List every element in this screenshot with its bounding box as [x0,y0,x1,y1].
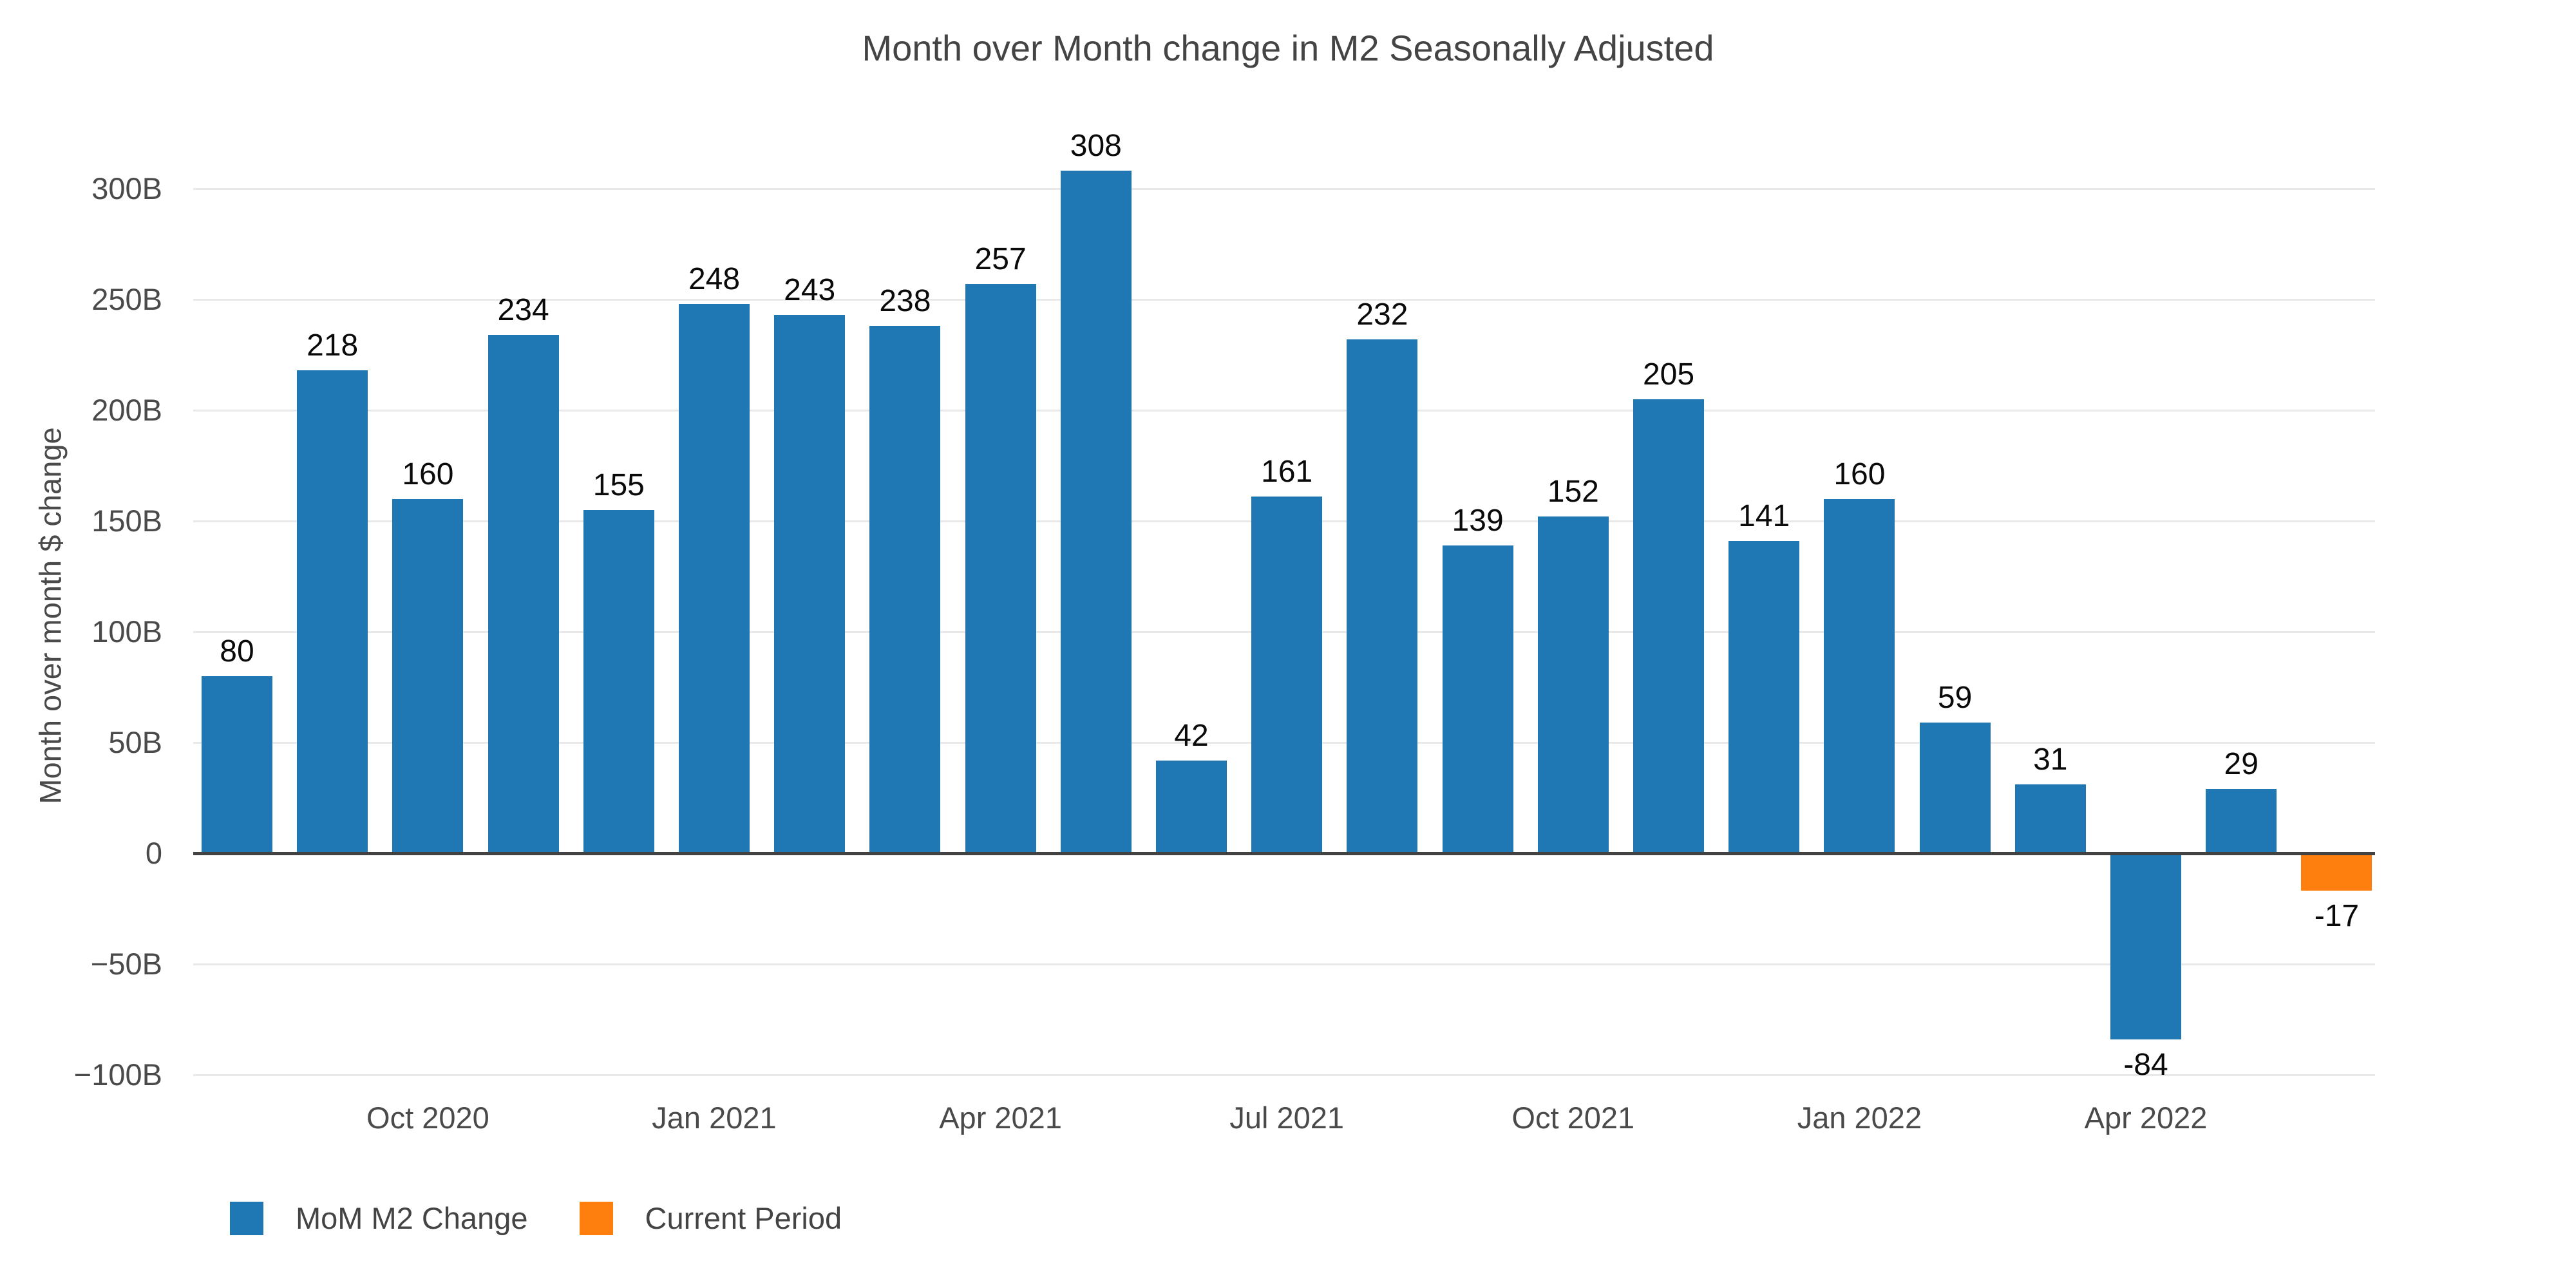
y-tick-label: 0 [145,836,162,870]
x-axis-zero-line [193,852,2375,855]
bar[interactable] [1156,760,1227,853]
y-tick-label: −50B [90,947,162,981]
bar[interactable] [869,326,941,853]
bar[interactable] [1633,399,1704,853]
bar[interactable] [1919,723,1991,853]
bar[interactable] [2110,853,2181,1039]
bar[interactable] [679,303,750,853]
y-tick-label: 200B [91,393,162,427]
bar[interactable] [488,335,559,853]
legend-swatch-current-period [579,1201,613,1235]
legend-swatch-mom-m2-change [230,1201,263,1235]
bar[interactable] [2301,853,2372,891]
bar[interactable] [1442,545,1513,853]
gridline [193,299,2375,301]
gridline [193,963,2375,965]
bar-value-label: 234 [497,293,549,328]
bar[interactable] [965,283,1036,853]
y-tick-label: 250B [91,282,162,316]
bar[interactable] [583,509,654,853]
bar[interactable] [2206,789,2277,853]
bar-value-label: 141 [1738,498,1790,533]
bar-value-label: 205 [1642,357,1695,392]
bar[interactable] [202,676,272,853]
y-tick-label: 150B [91,504,162,538]
gridline [193,1074,2375,1076]
x-tick-label: Oct 2020 [366,1101,489,1135]
legend-item-current-period[interactable]: Current Period [579,1200,842,1236]
x-tick-label: Oct 2021 [1511,1101,1635,1135]
chart-title: Month over Month change in M2 Seasonally… [862,28,1714,68]
bar-value-label: 42 [1174,718,1209,753]
bar-value-label: 243 [784,273,836,308]
bar[interactable] [1251,497,1323,853]
bar-value-label: 139 [1452,503,1504,538]
bar-value-label: 155 [592,468,645,502]
bar[interactable] [392,498,464,853]
bar[interactable] [1060,171,1132,853]
bar[interactable] [1728,540,1800,853]
x-tick-label: Jan 2022 [1797,1101,1922,1135]
bar-value-label: 31 [2033,743,2068,777]
bar[interactable] [1537,516,1609,853]
bar[interactable] [297,370,368,853]
x-tick-label: Apr 2022 [2084,1101,2208,1135]
x-tick-label: Jul 2021 [1229,1101,1345,1135]
bar-value-label: 160 [1833,457,1886,491]
bar-value-label: 238 [879,284,931,319]
x-tick-label: Apr 2021 [939,1101,1062,1135]
legend-label: Current Period [645,1201,842,1235]
y-tick-label: 50B [108,725,162,759]
bar[interactable] [1824,498,1895,853]
bar-value-label: 232 [1356,297,1408,332]
bar-value-label: 29 [2224,747,2259,782]
bar-value-label: -84 [2123,1047,2168,1082]
legend-item-mom-m2-change[interactable]: MoM M2 Change [230,1200,528,1236]
bar[interactable] [1347,339,1418,853]
bar-value-label: 80 [220,634,254,668]
gridline [193,410,2375,412]
y-tick-label: 300B [91,171,162,205]
legend: MoM M2 Change Current Period [230,1200,842,1236]
bar[interactable] [2014,784,2086,853]
bar-value-label: 308 [1070,129,1122,164]
bar-value-label: 59 [1937,681,1973,715]
bar-value-label: -17 [2314,899,2360,934]
bar[interactable] [774,315,846,853]
x-tick-label: Jan 2021 [652,1101,777,1135]
bar-value-label: 160 [402,457,454,491]
legend-label: MoM M2 Change [296,1201,528,1235]
bar-value-label: 218 [307,328,359,363]
bar-value-label: 161 [1261,455,1313,489]
bar-value-label: 248 [688,261,741,296]
y-tick-label: 100B [91,614,162,649]
y-tick-label: −100B [73,1057,162,1092]
bar-value-label: 152 [1547,475,1599,509]
gridline [193,188,2375,190]
bar-value-label: 257 [974,242,1027,276]
